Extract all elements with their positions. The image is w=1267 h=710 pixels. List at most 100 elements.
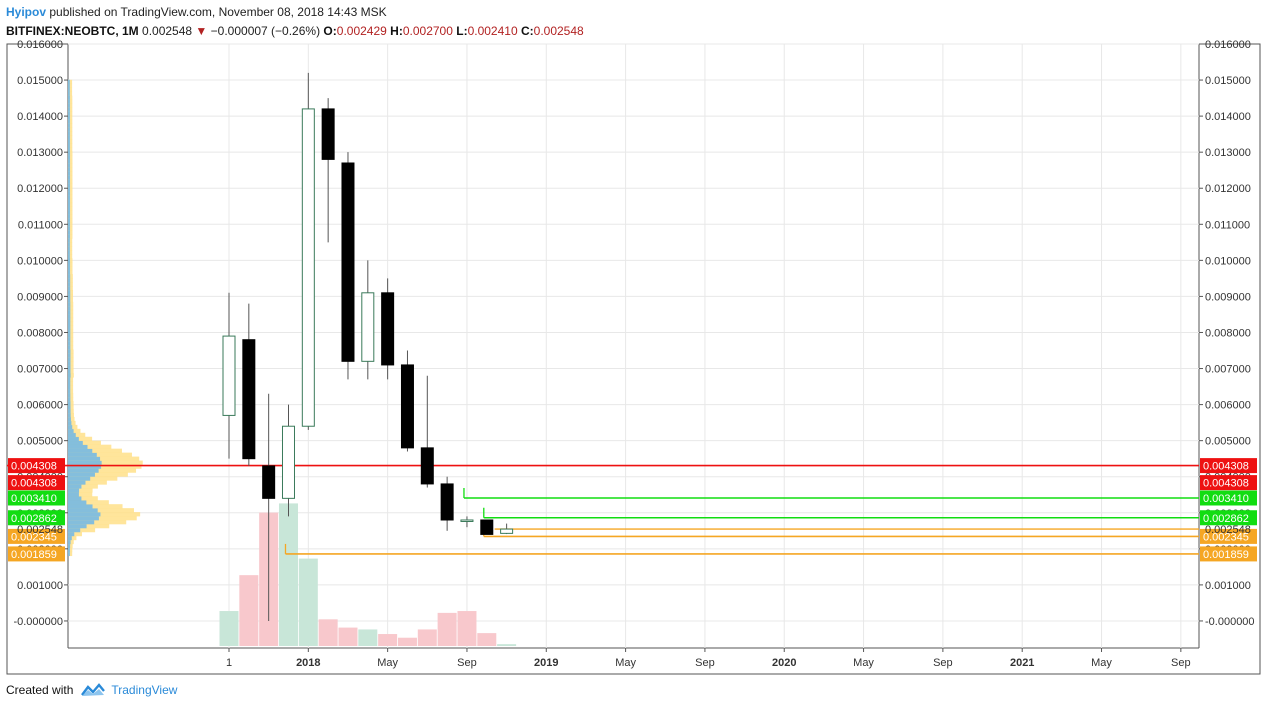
volume-profile-bar-total [68, 115, 73, 120]
volume-profile-bar-up [68, 297, 71, 303]
volume-profile-bar-up [68, 317, 71, 323]
volume-profile-bar-up [68, 337, 71, 342]
volume-profile-bar-up [68, 472, 95, 477]
y-tick-label-left: 0.016000 [17, 39, 63, 51]
volume-profile-bar-total [68, 373, 74, 378]
volume-profile-bar-up [68, 365, 71, 370]
volume-profile-bar-total [68, 317, 74, 323]
volume-profile-bar-up [68, 357, 71, 362]
y-tick-label-right: 0.016000 [1205, 39, 1251, 51]
volume-profile-bar-up [68, 349, 71, 354]
symbol-label: BITFINEX:NEOBTC, 1M [6, 24, 139, 38]
volume-profile-bar-up [68, 202, 71, 207]
volume-bar [358, 629, 378, 646]
author-name[interactable]: Hyipov [6, 5, 47, 19]
candle-body [301, 108, 315, 427]
volume-profile-bar-total [68, 170, 73, 176]
volume-profile-bar-total [68, 551, 73, 557]
volume-profile-bar-total [68, 397, 74, 402]
volume-profile-bar-total [68, 385, 74, 390]
x-tick-label: Sep [933, 657, 953, 669]
candle-body [321, 108, 335, 160]
volume-profile-bar-up [68, 210, 71, 215]
volume-profile-bar-total [68, 460, 143, 465]
volume-profile-bar-up [68, 369, 71, 374]
level-label-right: 0.002345 [1203, 531, 1249, 543]
level-label-right-bg [1200, 475, 1257, 491]
volume-profile-bar-total [68, 178, 73, 184]
tradingview-brand[interactable]: TradingView [111, 683, 178, 697]
tradingview-logo-icon[interactable] [81, 683, 106, 697]
volume-profile-bar-up [68, 289, 71, 295]
volume-profile-bar-up [68, 254, 70, 259]
volume-profile-bar-up [68, 139, 70, 144]
volume-profile-bar-up [68, 385, 71, 390]
volume-profile-bar-up [68, 547, 70, 553]
level-label-right-bg [1200, 546, 1257, 562]
level-label-left: 0.004308 [11, 461, 57, 473]
candle-body [242, 339, 256, 460]
level-label-left-bg [8, 528, 65, 544]
y-tick-label-right: 0.015000 [1205, 75, 1251, 87]
y-tick-label-right: 0.008000 [1205, 327, 1251, 339]
volume-profile-bar-total [68, 167, 73, 172]
volume-profile-bar-total [68, 107, 73, 112]
volume-bar [497, 644, 517, 646]
volume-profile-bar-total [68, 131, 73, 136]
volume-profile-bar-total [68, 405, 74, 410]
volume-profile-bar-up [68, 147, 70, 152]
volume-profile-bar-total [68, 365, 74, 370]
level-label-right: 0.002862 [1203, 513, 1249, 525]
volume-profile-bar-up [68, 389, 71, 394]
volume-profile-bar-up [68, 274, 71, 279]
volume-profile-bar-up [68, 456, 101, 461]
volume-bar [278, 503, 298, 646]
level-label-left: 0.003410 [11, 493, 57, 505]
volume-profile-bar-total [68, 480, 107, 485]
y-tick-label-left: 0.005000 [17, 436, 63, 448]
volume-profile-bar-total [68, 87, 73, 92]
volume-profile-bar-total [68, 111, 73, 116]
volume-profile-bar-total [68, 524, 110, 529]
volume-profile-bar-up [68, 103, 70, 108]
volume-profile-bar-total [68, 412, 74, 418]
volume-profile-bar-up [68, 174, 71, 180]
volume-profile-bar-up [68, 186, 71, 192]
volume-profile-bar-up [68, 484, 82, 489]
open-value: 0.002429 [336, 24, 387, 38]
low-label: L: [456, 24, 468, 38]
chart-header: Hyipov published on TradingView.com, Nov… [6, 3, 584, 41]
volume-profile-bar-total [68, 420, 76, 426]
volume-profile-bar-total [68, 218, 73, 223]
volume-profile-bar-up [68, 531, 75, 537]
volume-profile-bar-total [68, 476, 118, 481]
volume-profile-bar-total [68, 516, 137, 521]
volume-profile-bar-total [68, 504, 123, 509]
volume-profile-bar-up [68, 516, 99, 521]
volume-profile-bar-total [68, 301, 74, 307]
volume-profile-bar-up [68, 460, 102, 465]
level-label-left: 0.002862 [11, 513, 57, 525]
volume-profile-bar-up [68, 127, 70, 132]
x-tick-label: 2018 [296, 657, 320, 669]
x-tick-label: 2021 [1010, 657, 1034, 669]
volume-profile-bar-total [68, 353, 74, 358]
volume-profile-bar-total [68, 226, 73, 231]
volume-profile-bar-up [68, 286, 71, 291]
volume-profile-bar-total [68, 508, 134, 513]
volume-bar [417, 629, 437, 646]
volume-bar [338, 627, 358, 646]
volume-profile-bar-up [68, 539, 71, 545]
y-tick-label-left: 0.014000 [17, 111, 63, 123]
y-tick-label-right: 0.007000 [1205, 364, 1251, 376]
level-label-left-bg [8, 510, 65, 526]
volume-profile-bar-up [68, 321, 71, 326]
volume-profile-bar-total [68, 456, 140, 461]
volume-profile-bar-total [68, 254, 73, 259]
published-text: published on TradingView.com, November 0… [49, 5, 387, 19]
volume-profile-bar-up [68, 500, 87, 505]
candle-body [281, 425, 295, 499]
y-tick-label-left: 0.015000 [17, 75, 63, 87]
volume-profile-bar-up [68, 476, 91, 481]
